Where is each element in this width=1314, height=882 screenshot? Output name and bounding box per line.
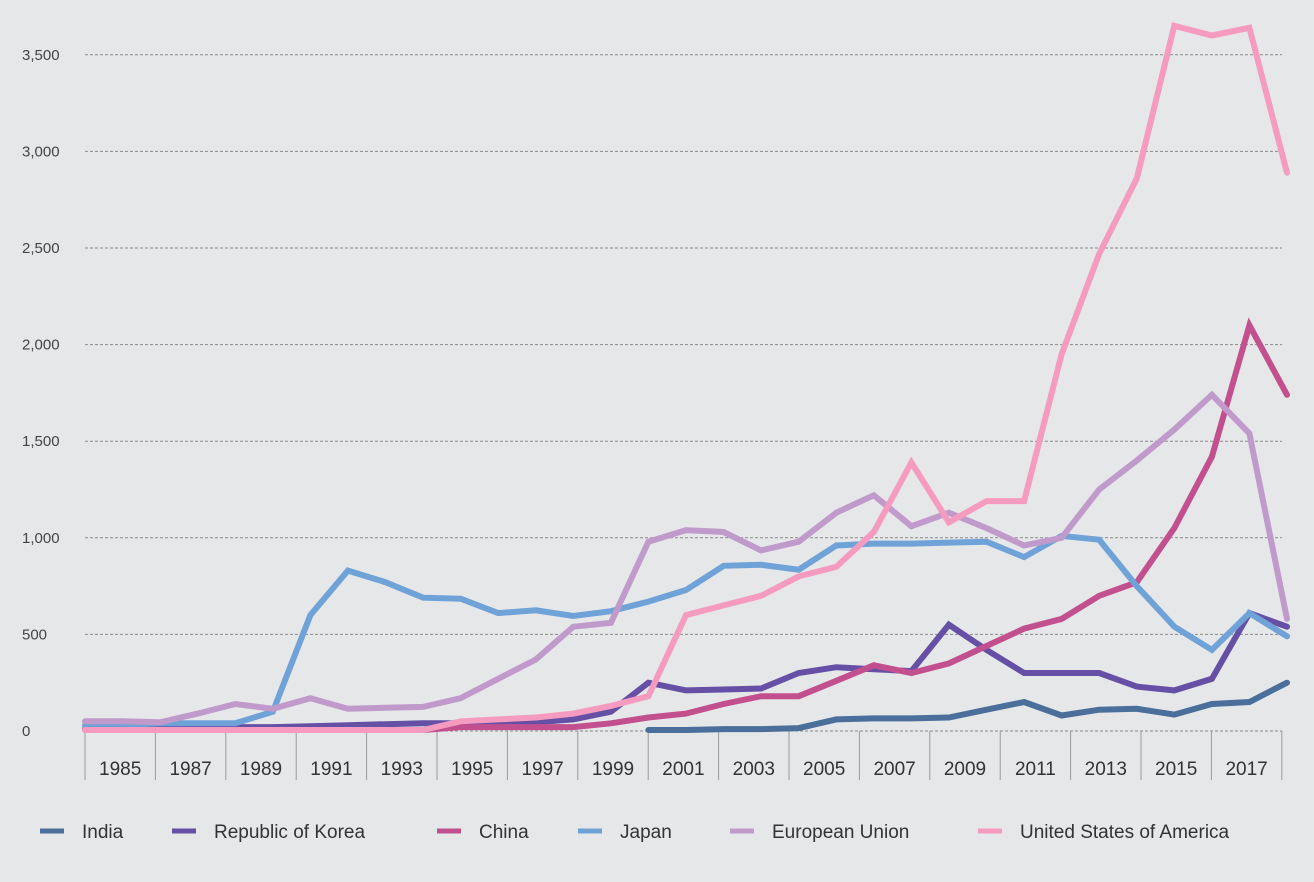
x-tick-label: 1999 [592, 759, 634, 780]
y-axis-ticks: 0 500 1,000 1,500 2,000 2,500 3,000 3,500 [22, 47, 60, 740]
y-tick-label: 0 [22, 723, 30, 740]
x-tick-label: 1989 [240, 759, 282, 780]
series-line-japan [82, 532, 1290, 729]
x-tick-label: 2015 [1155, 759, 1197, 780]
x-tick-label: 1993 [381, 759, 423, 780]
gridlines [85, 54, 1282, 732]
legend-item: Japan [578, 822, 672, 843]
x-tick-label: 2013 [1085, 759, 1127, 780]
x-tick-label: 1991 [310, 759, 352, 780]
legend-label: European Union [772, 822, 909, 843]
legend-label: China [479, 822, 529, 843]
series-line-united-states-of-america [82, 22, 1290, 733]
y-tick-label: 3,500 [22, 47, 60, 64]
y-tick-label: 2,000 [22, 337, 60, 354]
legend-label: India [82, 822, 124, 843]
legend: India Republic of Korea China Japan European… [40, 822, 1230, 843]
x-tick-label: 2005 [803, 759, 845, 780]
legend-item: China [437, 822, 529, 843]
legend-item: India [40, 822, 124, 843]
x-tick-label: 1987 [169, 759, 211, 780]
series-lines [82, 22, 1290, 733]
x-tick-label: 2011 [1015, 759, 1056, 780]
legend-item: Republic of Korea [172, 822, 365, 843]
y-tick-label: 1,500 [22, 433, 60, 450]
x-tick-label: 2003 [733, 759, 775, 780]
x-tick-label: 2001 [662, 759, 704, 780]
x-tick-label: 1995 [451, 759, 493, 780]
x-tick-label: 2007 [873, 759, 915, 780]
x-axis: 1985 1987 1989 1991 1993 1995 1997 1999 2001 2003… [84, 731, 1283, 780]
legend-label: Japan [620, 822, 672, 843]
legend-item: European Union [730, 822, 909, 843]
legend-label: United States of America [1020, 822, 1230, 843]
x-tick-label: 1985 [99, 759, 141, 780]
x-tick-label: 2009 [944, 759, 986, 780]
y-tick-label: 3,000 [22, 143, 60, 160]
x-tick-label: 1997 [521, 759, 563, 780]
legend-label: Republic of Korea [214, 822, 365, 843]
series-line-european-union [82, 390, 1290, 726]
series-line-republic-of-korea [82, 609, 1290, 733]
legend-item: United States of America [978, 822, 1230, 843]
y-tick-label: 500 [22, 626, 47, 643]
series-line-india [645, 679, 1290, 733]
y-tick-label: 2,500 [22, 240, 60, 257]
y-tick-label: 1,000 [22, 530, 60, 547]
x-tick-label: 2017 [1225, 759, 1267, 780]
